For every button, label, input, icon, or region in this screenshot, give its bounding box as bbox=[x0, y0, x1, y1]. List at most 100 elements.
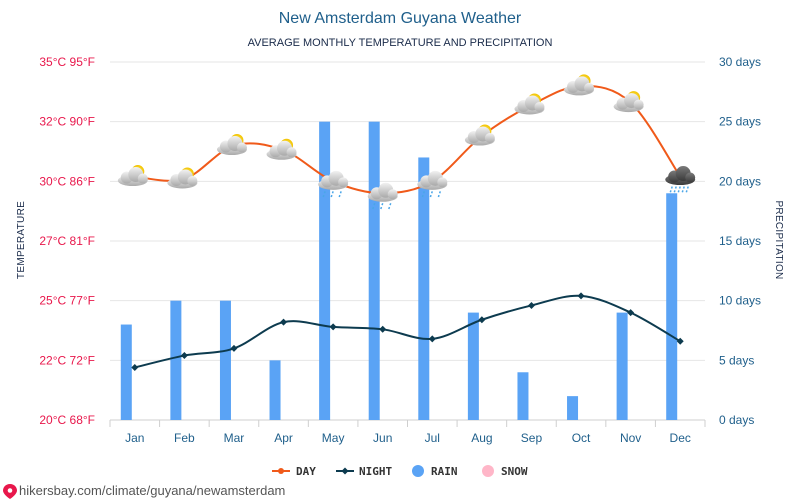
rain-bar[interactable] bbox=[219, 300, 231, 420]
month-tick-label: May bbox=[322, 431, 345, 445]
night-point[interactable] bbox=[379, 325, 387, 333]
precipitation-tick-label: 15 days bbox=[719, 234, 761, 248]
temperature-tick-label: 30°C 86°F bbox=[39, 174, 95, 188]
legend-item-rain[interactable]: RAIN bbox=[412, 465, 458, 478]
rain-bar[interactable] bbox=[269, 360, 281, 420]
rain-bar[interactable] bbox=[517, 372, 529, 420]
cloud-puff bbox=[633, 99, 644, 110]
partly-cloudy-icon bbox=[216, 134, 247, 156]
right-axis-title: PRECIPITATION bbox=[773, 200, 784, 279]
legend-item-snow[interactable]: SNOW bbox=[482, 465, 528, 478]
temperature-tick-label: 20°C 68°F bbox=[39, 413, 95, 427]
legend-label-night: NIGHT bbox=[359, 465, 392, 478]
night-point[interactable] bbox=[577, 292, 585, 300]
precipitation-tick-label: 25 days bbox=[719, 115, 761, 129]
partly-cloudy-icon bbox=[167, 167, 198, 189]
rain-drop bbox=[681, 186, 685, 193]
rain-bar[interactable] bbox=[319, 121, 331, 421]
legend-label-day: DAY bbox=[296, 465, 316, 478]
rain-bars bbox=[120, 121, 678, 421]
legend-item-night[interactable]: NIGHT bbox=[336, 465, 392, 478]
partly-cloudy-icon bbox=[266, 138, 297, 160]
cloud-puff bbox=[685, 172, 696, 183]
month-tick-label: Jan bbox=[125, 431, 144, 445]
location-pin-icon bbox=[3, 484, 17, 499]
precipitation-tick-label: 10 days bbox=[719, 294, 761, 308]
month-tick-label: Apr bbox=[274, 431, 293, 445]
precipitation-tick-label: 0 days bbox=[719, 413, 754, 427]
temperature-axis: 20°C 68°F 22°C 72°F 25°C 77°F 27°C 81°F 30°C… bbox=[39, 55, 95, 427]
rain-bar[interactable] bbox=[467, 312, 479, 420]
cloud-puff bbox=[286, 147, 297, 158]
night-point[interactable] bbox=[329, 323, 337, 331]
partly-cloudy-icon bbox=[564, 74, 595, 96]
heavy-rain-cloud-icon bbox=[665, 166, 696, 193]
night-point[interactable] bbox=[676, 337, 684, 345]
rain-drop bbox=[677, 186, 681, 193]
rain-bar[interactable] bbox=[616, 312, 628, 420]
rain-cloud-icon bbox=[318, 170, 349, 198]
night-point[interactable] bbox=[180, 352, 188, 360]
rain-bar[interactable] bbox=[666, 193, 678, 420]
rain-drop bbox=[330, 191, 334, 198]
legend-item-day[interactable]: DAY bbox=[272, 465, 316, 478]
temperature-tick-label: 27°C 81°F bbox=[39, 234, 95, 248]
month-tick-label: Feb bbox=[174, 431, 195, 445]
night-point[interactable] bbox=[627, 309, 635, 317]
temperature-tick-label: 32°C 90°F bbox=[39, 115, 95, 129]
source-footer[interactable]: hikersbay.com/climate/guyana/newamsterda… bbox=[3, 483, 285, 499]
rain-bar[interactable] bbox=[418, 157, 430, 420]
month-tick-label: Sep bbox=[521, 431, 543, 445]
month-tick-label: Aug bbox=[471, 431, 492, 445]
night-point[interactable] bbox=[131, 363, 139, 371]
cloud-puff bbox=[187, 175, 198, 186]
left-axis-title: TEMPERATURE bbox=[16, 201, 27, 279]
cloud-puff bbox=[484, 132, 495, 143]
rain-drop bbox=[437, 191, 442, 198]
rain-bar[interactable] bbox=[120, 324, 132, 420]
cloud-puff bbox=[534, 101, 545, 112]
night-point[interactable] bbox=[527, 301, 535, 309]
cloud-puff bbox=[387, 189, 398, 200]
rain-bar[interactable] bbox=[170, 300, 182, 420]
rain-drop bbox=[429, 191, 434, 198]
temperature-tick-label: 22°C 72°F bbox=[39, 353, 95, 367]
rain-drop bbox=[685, 186, 689, 193]
rain-bar[interactable] bbox=[567, 396, 579, 420]
rain-drop bbox=[338, 191, 342, 198]
rain-drop bbox=[371, 203, 376, 210]
cloud-puff bbox=[338, 177, 349, 188]
source-link[interactable]: hikersbay.com/climate/guyana/newamsterda… bbox=[19, 483, 285, 498]
month-tick-label: Oct bbox=[572, 431, 591, 445]
rain-cloud-icon bbox=[417, 170, 448, 198]
cloud-puff bbox=[584, 82, 595, 93]
precipitation-tick-label: 30 days bbox=[719, 55, 761, 69]
night-point[interactable] bbox=[230, 344, 238, 352]
partly-cloudy-icon bbox=[464, 124, 495, 146]
day-temperature-line bbox=[134, 84, 682, 195]
month-axis: Jan Feb Mar Apr May Jun Jul Aug Sep Oct Nov Dec bbox=[109, 420, 706, 445]
rain-bar[interactable] bbox=[368, 121, 380, 421]
month-tick-label: Nov bbox=[620, 431, 641, 445]
rain-drop bbox=[421, 191, 426, 198]
chart-subtitle: AVERAGE MONTHLY TEMPERATURE AND PRECIPIT… bbox=[248, 37, 553, 49]
legend: DAY NIGHT RAIN SNOW bbox=[272, 465, 528, 478]
night-point[interactable] bbox=[478, 316, 486, 324]
rain-drop bbox=[669, 186, 673, 193]
night-point[interactable] bbox=[428, 335, 436, 343]
partly-cloudy-icon bbox=[514, 93, 545, 115]
partly-cloudy-icon bbox=[117, 165, 148, 187]
rain-drop bbox=[379, 203, 384, 210]
legend-label-rain: RAIN bbox=[431, 465, 458, 478]
temperature-lines bbox=[131, 84, 684, 371]
rain-drop bbox=[322, 191, 326, 198]
rain-cloud-icon bbox=[367, 182, 398, 210]
month-tick-label: Jul bbox=[425, 431, 440, 445]
month-tick-label: Dec bbox=[670, 431, 691, 445]
night-temperature-line bbox=[134, 294, 681, 369]
precipitation-tick-label: 20 days bbox=[719, 174, 761, 188]
rain-drop bbox=[387, 203, 392, 210]
night-point[interactable] bbox=[280, 318, 288, 326]
cloud-puff bbox=[236, 142, 247, 153]
